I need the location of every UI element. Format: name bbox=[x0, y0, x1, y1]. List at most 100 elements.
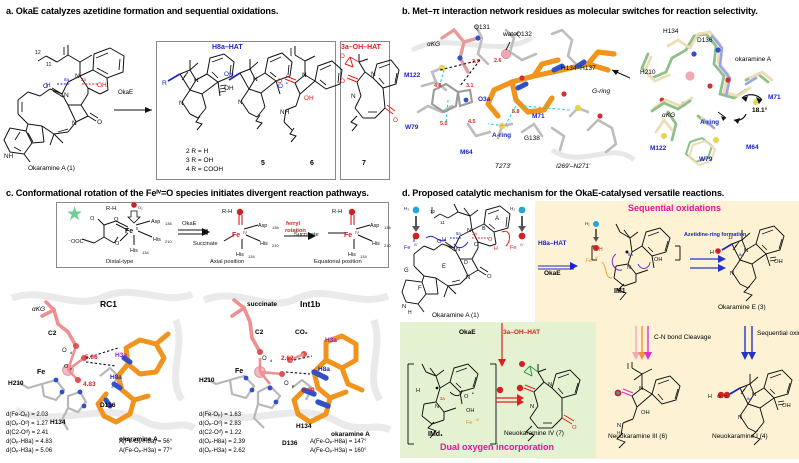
panel-d-dual-oxygen-heading: Dual oxygen incorporation bbox=[440, 442, 555, 452]
rc1-label-d136: D136 bbox=[100, 402, 116, 409]
okaramine-e-label: Okaramine E (3) bbox=[718, 304, 766, 311]
int1b-label-h210: H210 bbox=[199, 377, 215, 384]
svg-text:Fe: Fe bbox=[510, 245, 517, 251]
svg-text:D: D bbox=[464, 260, 468, 266]
int1b-angle-2: A(Fe-Oₚ-H3a) = 160° bbox=[310, 448, 367, 454]
svg-text:B: B bbox=[482, 226, 486, 232]
panel-b-right-structure-view bbox=[638, 20, 798, 178]
svg-text:OH: OH bbox=[654, 257, 662, 263]
int1b-label-fe: Fe bbox=[235, 368, 244, 375]
panel-a-legend-2: 2 R = H bbox=[186, 148, 209, 155]
rc1-metric-1: d(Fe-Oₚ) = 2.03 bbox=[6, 412, 49, 418]
panel-b-right-label-M64: M64 bbox=[746, 144, 759, 151]
svg-text:His: His bbox=[236, 252, 244, 258]
svg-text:O: O bbox=[572, 425, 577, 431]
panel-a-3aoh-hat-header: 3a–OH–HAT bbox=[341, 44, 381, 51]
svg-text:N: N bbox=[351, 93, 356, 100]
rc1-label-akg: αKG bbox=[32, 306, 46, 313]
im1-intermediate-structure: 8a N OH H₂ H Fe III bbox=[585, 221, 681, 301]
svg-text:III: III bbox=[595, 256, 598, 260]
svg-text:N: N bbox=[627, 265, 631, 271]
imd1-intermediate-structure: H 3a N O • OH Fe III bbox=[407, 363, 497, 445]
svg-text:Axial position: Axial position bbox=[210, 259, 244, 265]
svg-text:N: N bbox=[238, 99, 243, 106]
svg-text:134: 134 bbox=[142, 250, 149, 255]
panel-d-okae-label-top: OkaE bbox=[544, 270, 561, 277]
panel-b-title: b. Met–π interaction network residues as… bbox=[402, 6, 758, 16]
rc1-angle-1: A(Fe-Oₚ-H8a) = 56° bbox=[119, 439, 173, 445]
svg-text:•: • bbox=[286, 81, 288, 87]
rc1-label-okaramine: okaramine A bbox=[119, 436, 158, 443]
neuokaramine-iv-label: Neuokaramine IV (7) bbox=[504, 430, 564, 437]
svg-text:OH: OH bbox=[304, 95, 314, 102]
svg-text:NH: NH bbox=[280, 109, 290, 116]
svg-text:O: O bbox=[717, 394, 721, 399]
svg-text:H: H bbox=[599, 247, 603, 253]
svg-text:O: O bbox=[340, 78, 345, 85]
svg-text:12: 12 bbox=[430, 209, 436, 214]
compound-6-structure: O N NH OH bbox=[277, 46, 343, 143]
rc1-label-h8a: H8a bbox=[110, 374, 122, 381]
svg-text:O: O bbox=[43, 83, 48, 90]
svg-text:IV: IV bbox=[414, 243, 418, 247]
svg-text:8a: 8a bbox=[747, 396, 752, 401]
panel-a-okae-label: OkaE bbox=[118, 90, 134, 96]
svg-text:3a: 3a bbox=[440, 396, 445, 401]
svg-text:Asp: Asp bbox=[151, 219, 160, 225]
int1b-metric-5: d(Oₚ-H3a) = 2.62 bbox=[199, 448, 246, 454]
svg-text:OH: OH bbox=[774, 259, 783, 265]
panel-b-distance-4-5: 4.5 bbox=[468, 119, 476, 125]
svg-text:O: O bbox=[340, 53, 345, 60]
svg-text:C: C bbox=[724, 394, 728, 399]
int1b-title: Int1b bbox=[300, 299, 321, 309]
svg-text:OH: OH bbox=[782, 403, 791, 409]
svg-text:O₂: O₂ bbox=[138, 205, 143, 210]
svg-text:G: G bbox=[404, 268, 409, 274]
svg-text:134: 134 bbox=[360, 254, 367, 259]
svg-text:210: 210 bbox=[272, 243, 279, 248]
svg-text:H: H bbox=[494, 246, 498, 252]
okaramine-a-structure-panel-a: O O N N N NH 12 11 H OH 8a 3a bbox=[3, 45, 125, 163]
svg-text:N: N bbox=[467, 228, 471, 234]
svg-text:OH: OH bbox=[224, 85, 234, 92]
svg-text:O: O bbox=[114, 217, 119, 223]
rc1-title: RC1 bbox=[100, 299, 118, 309]
int1b-label-c2: C2 bbox=[255, 329, 264, 336]
svg-text:R: R bbox=[162, 80, 167, 87]
panel-b-distance-5-0: 5.0 bbox=[440, 121, 448, 127]
rc1-structure-view: O d O p bbox=[6, 280, 196, 440]
svg-text:Asp: Asp bbox=[258, 223, 267, 229]
panel-b-distance-3-1: 3.1 bbox=[466, 83, 474, 89]
svg-text:R-H: R-H bbox=[332, 209, 342, 215]
svg-text:His: His bbox=[348, 252, 356, 258]
svg-text:Equatorial position: Equatorial position bbox=[314, 259, 362, 265]
svg-text:12: 12 bbox=[35, 50, 41, 56]
rc1-metric-2: d(Oₚ-Oᵈ) = 1.27 bbox=[6, 421, 49, 427]
svg-text:R-H: R-H bbox=[222, 209, 232, 215]
svg-text:d: d bbox=[270, 358, 272, 363]
svg-text:Fe: Fe bbox=[466, 420, 473, 426]
panel-b-right-label-H210: H210 bbox=[640, 69, 656, 76]
compound-5-structure: N N O • OH bbox=[224, 52, 293, 130]
panel-b-label-A-ring: A-ring bbox=[492, 132, 512, 139]
int1b-metric-1: d(Fe-Oₚ) = 1.63 bbox=[199, 412, 242, 418]
svg-text:N: N bbox=[752, 392, 756, 398]
panel-d-okae-down-arrow bbox=[498, 323, 506, 367]
int1b-metric-2: d(Oₚ-Oᵈ) = 2.83 bbox=[199, 421, 242, 427]
svg-text:N: N bbox=[730, 271, 734, 277]
svg-text:210: 210 bbox=[165, 239, 172, 244]
rc1-label-fe: Fe bbox=[37, 369, 46, 376]
panel-b-right-label-A-ring: A-ring bbox=[700, 119, 720, 126]
product-234-structure: N N OH R bbox=[162, 53, 235, 131]
rc1-distance-5-06: 5.06 bbox=[85, 354, 98, 361]
int1b-distance-2-62: 2.62 bbox=[281, 355, 294, 362]
svg-text:N: N bbox=[435, 404, 439, 410]
panel-d-title: d. Proposed catalytic mechanism for the … bbox=[402, 188, 725, 198]
int1b-label-h134: H134 bbox=[296, 423, 312, 430]
panel-b-distance-4-6: 4.6 bbox=[434, 83, 442, 89]
int1b-label-okaramine: okaramine A bbox=[331, 431, 370, 438]
panel-a-box-3aoh bbox=[340, 41, 390, 180]
svg-text:N: N bbox=[179, 100, 184, 107]
star-icon: ★ bbox=[66, 204, 84, 225]
svg-text:OH: OH bbox=[97, 82, 107, 89]
